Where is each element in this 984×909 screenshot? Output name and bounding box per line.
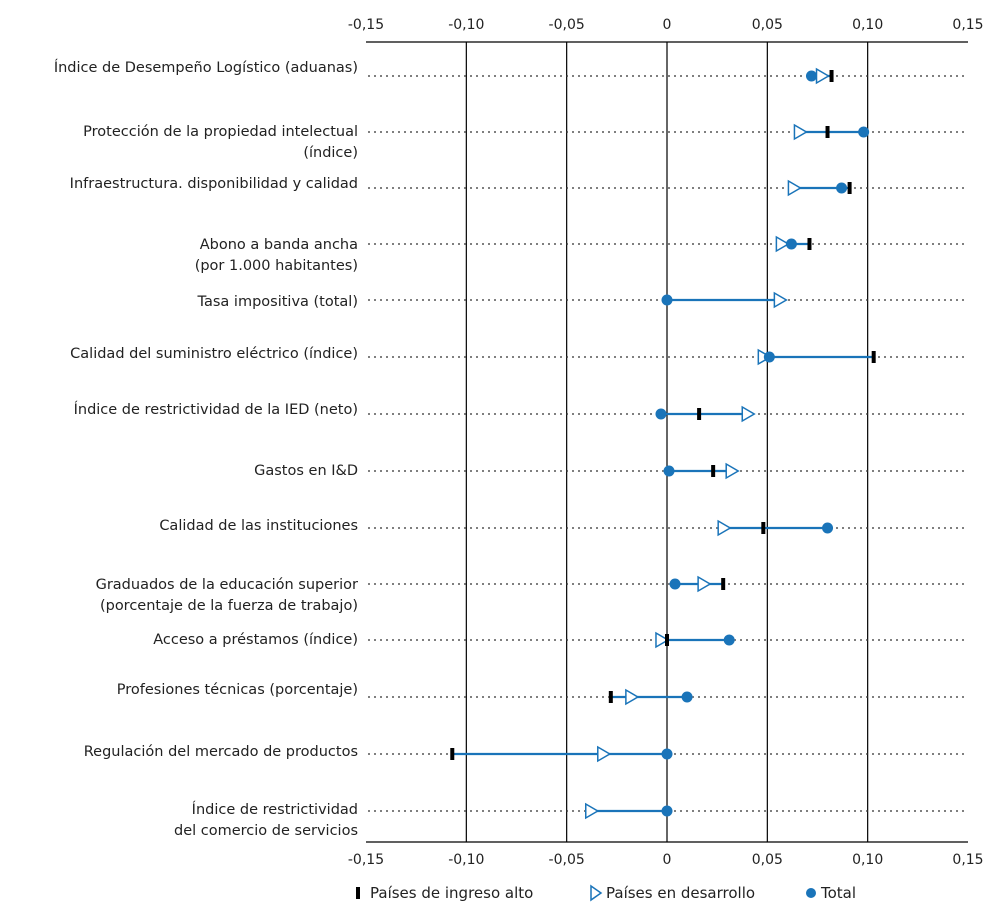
developing-marker bbox=[597, 745, 612, 763]
tick-label-bottom: -0,15 bbox=[348, 852, 384, 868]
bottom-axis-ticks: -0,15 -0,10 -0,05 0 0,05 0,10 0,15 bbox=[348, 852, 984, 868]
legend-total-label: Total bbox=[820, 884, 856, 902]
chart-row: Regulación del mercado de productos bbox=[84, 744, 968, 763]
total-marker bbox=[805, 70, 817, 82]
high-income-marker bbox=[825, 126, 830, 138]
tick-label-bottom: 0,15 bbox=[952, 852, 983, 868]
category-label: Acceso a préstamos (índice) bbox=[153, 632, 358, 648]
developing-marker bbox=[725, 462, 740, 480]
developing-marker bbox=[584, 802, 600, 820]
chart-row: Índice de Desempeño Logístico (aduanas) bbox=[54, 59, 968, 85]
developing-marker bbox=[815, 67, 831, 85]
category-label: Graduados de la educación superior bbox=[96, 577, 358, 593]
high-income-marker bbox=[761, 522, 766, 534]
category-label: Índice de restrictividad de la IED (neto… bbox=[74, 401, 358, 418]
developing-marker bbox=[717, 519, 732, 537]
total-marker bbox=[723, 634, 735, 646]
total-marker bbox=[661, 748, 673, 760]
high-income-marker bbox=[847, 182, 852, 194]
legend-high-income-label: Países de ingreso alto bbox=[370, 884, 533, 902]
chart-row: Protección de la propiedad intelectual (í… bbox=[83, 123, 968, 161]
category-label: (índice) bbox=[303, 145, 358, 161]
total-marker bbox=[669, 578, 681, 590]
category-label: Regulación del mercado de productos bbox=[84, 744, 358, 760]
chart-row: Infraestructura. disponibilidad y calida… bbox=[70, 176, 968, 197]
top-axis-ticks: -0,15 -0,10 -0,05 0 0,05 0,10 0,15 bbox=[348, 17, 984, 33]
developing-marker bbox=[773, 291, 788, 309]
total-marker bbox=[763, 351, 775, 363]
high-income-marker bbox=[697, 408, 702, 420]
category-label: Infraestructura. disponibilidad y calida… bbox=[70, 176, 358, 192]
chart-row: Acceso a préstamos (índice) bbox=[153, 631, 968, 649]
legend-total-marker bbox=[806, 888, 816, 898]
high-income-marker bbox=[450, 748, 455, 760]
high-income-marker bbox=[608, 691, 613, 703]
total-marker bbox=[655, 408, 667, 420]
chart-row: Calidad del suministro eléctrico (índice… bbox=[70, 346, 968, 366]
high-income-marker bbox=[871, 351, 876, 363]
developing-marker bbox=[793, 123, 808, 141]
tick-label-top: -0,10 bbox=[448, 17, 484, 33]
chart-row: Abono a banda ancha (por 1.000 habitantes… bbox=[195, 235, 968, 274]
tick-label-bottom: -0,05 bbox=[549, 852, 585, 868]
developing-marker bbox=[741, 405, 756, 423]
total-marker bbox=[785, 238, 797, 250]
tick-label-top: -0,15 bbox=[348, 17, 384, 33]
category-label: del comercio de servicios bbox=[174, 823, 358, 839]
category-label: Calidad del suministro eléctrico (índice… bbox=[70, 346, 358, 362]
developing-marker bbox=[655, 631, 670, 649]
category-label: (porcentaje de la fuerza de trabajo) bbox=[100, 598, 358, 614]
high-income-marker bbox=[807, 238, 812, 250]
tick-label-top: 0,05 bbox=[752, 17, 783, 33]
total-marker bbox=[836, 182, 848, 194]
chart-row: Índice de restrictividad del comercio de … bbox=[174, 801, 968, 839]
chart-row: Calidad de las instituciones bbox=[159, 518, 968, 537]
chart-row: Gastos en I&D bbox=[254, 462, 968, 480]
total-marker bbox=[663, 465, 675, 477]
total-marker bbox=[681, 691, 693, 703]
developing-marker bbox=[697, 575, 712, 593]
chart-row: Graduados de la educación superior (porce… bbox=[96, 575, 968, 614]
tick-label-top: 0,15 bbox=[952, 17, 983, 33]
grid bbox=[366, 41, 968, 843]
legend-developing-marker bbox=[590, 884, 603, 902]
tick-label-bottom: 0 bbox=[663, 852, 672, 868]
total-marker bbox=[858, 126, 870, 138]
chart-row: Tasa impositiva (total) bbox=[197, 291, 968, 310]
category-label: Calidad de las instituciones bbox=[159, 518, 358, 534]
high-income-marker bbox=[665, 634, 669, 646]
developing-marker bbox=[787, 179, 802, 197]
legend: Países de ingreso alto Países en desarrol… bbox=[356, 884, 856, 902]
category-label: Protección de la propiedad intelectual bbox=[83, 124, 358, 140]
category-label: (por 1.000 habitantes) bbox=[195, 258, 358, 274]
legend-developing-label: Países en desarrollo bbox=[606, 884, 755, 902]
tick-label-bottom: -0,10 bbox=[448, 852, 484, 868]
high-income-marker bbox=[711, 465, 716, 477]
legend-high-income-marker bbox=[356, 887, 360, 899]
tick-label-bottom: 0,10 bbox=[852, 852, 883, 868]
chart-rows: Índice de Desempeño Logístico (aduanas) P… bbox=[54, 59, 968, 839]
total-marker bbox=[661, 294, 673, 306]
tick-label-top: -0,05 bbox=[549, 17, 585, 33]
tick-label-bottom: 0,05 bbox=[752, 852, 783, 868]
category-label: Índice de Desempeño Logístico (aduanas) bbox=[54, 59, 358, 76]
category-label: Gastos en I&D bbox=[254, 463, 358, 479]
category-label: Tasa impositiva (total) bbox=[197, 294, 358, 310]
tick-label-top: 0 bbox=[663, 17, 672, 33]
developing-marker bbox=[625, 688, 640, 706]
developing-marker bbox=[775, 235, 790, 253]
category-label: Índice de restrictividad bbox=[192, 801, 358, 818]
high-income-marker bbox=[829, 70, 834, 82]
chart-row: Profesiones técnicas (porcentaje) bbox=[117, 682, 968, 706]
category-label: Profesiones técnicas (porcentaje) bbox=[117, 682, 358, 698]
total-marker bbox=[661, 805, 673, 817]
chart-row: Índice de restrictividad de la IED (neto… bbox=[74, 401, 968, 423]
category-label: Abono a banda ancha bbox=[200, 237, 358, 253]
high-income-marker bbox=[721, 578, 726, 590]
tick-label-top: 0,10 bbox=[852, 17, 883, 33]
total-marker bbox=[822, 522, 834, 534]
